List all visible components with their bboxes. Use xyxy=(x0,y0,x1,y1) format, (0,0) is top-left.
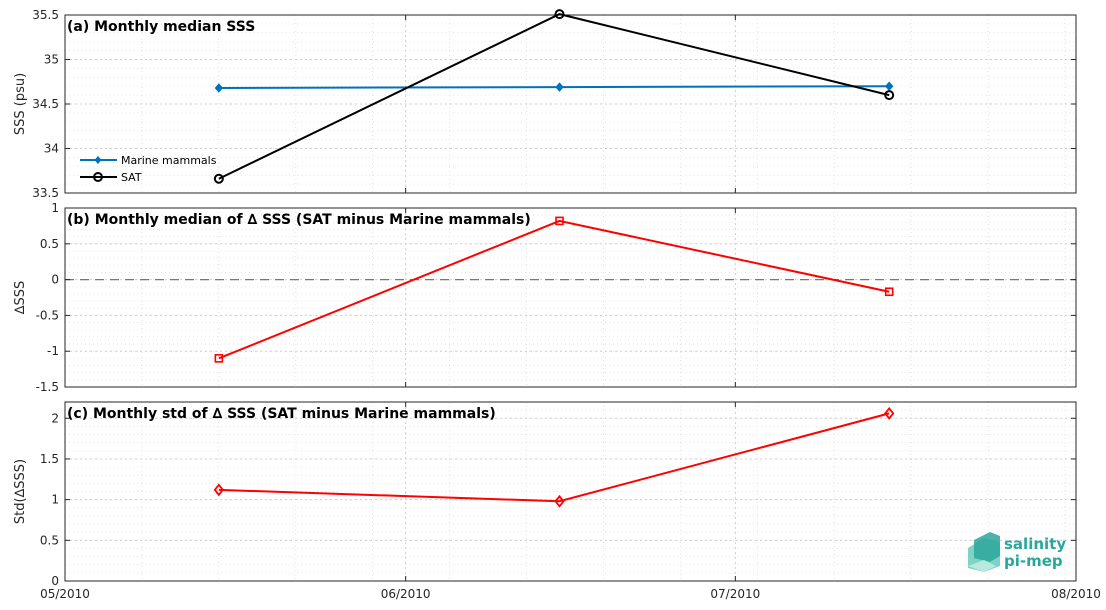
logo-text-line2: pi-mep xyxy=(1004,552,1063,570)
y-tick-label: 0.5 xyxy=(40,237,59,251)
legend-marker xyxy=(94,156,102,164)
panel-title: (c) Monthly std of ∆ SSS (SAT minus Mari… xyxy=(67,406,496,422)
data-point xyxy=(884,406,895,420)
logo-mark xyxy=(974,532,1000,562)
series-line-delta xyxy=(218,219,890,360)
y-tick-label: -0.5 xyxy=(36,308,59,322)
data-point xyxy=(213,173,224,184)
axes-box xyxy=(64,401,1077,582)
data-point xyxy=(884,287,894,297)
x-tick-label: 06/2010 xyxy=(381,587,431,601)
legend: Marine mammals SAT xyxy=(80,154,217,184)
y-tick-label: 2 xyxy=(51,411,59,425)
panel-c: 0 0.5 1 1.5 2 Std(∆SSS) (c) Monthly std of ∆ S… xyxy=(13,401,1077,588)
y-tick-label: 35 xyxy=(44,53,59,67)
y-tick-label: 0 xyxy=(51,574,59,588)
x-tick-label: 07/2010 xyxy=(710,587,760,601)
series-line-marine-mammals xyxy=(218,85,890,89)
panel-title: (a) Monthly median SSS xyxy=(67,19,255,35)
legend-label: SAT xyxy=(121,171,142,184)
y-tick-label: 0.5 xyxy=(40,533,59,547)
axes-box xyxy=(64,207,1077,388)
y-tick-label: 0 xyxy=(51,273,59,287)
data-point xyxy=(554,9,565,20)
x-tick-label: 05/2010 xyxy=(40,587,90,601)
panel-a: 33.5 34 34.5 35 35.5 SSS (psu) (a) Monthly med… xyxy=(13,8,1077,200)
y-tick-label: 1 xyxy=(51,201,59,215)
panel-b: -1.5 -1 -0.5 0 0.5 1 ∆SSS (b) Monthly median of… xyxy=(13,201,1077,394)
data-point xyxy=(214,354,224,363)
y-tick-label: -1 xyxy=(47,344,59,358)
data-point xyxy=(214,83,224,93)
y-tick-label: 1 xyxy=(51,493,59,507)
logo-text-line1: salinity xyxy=(1004,535,1066,553)
series-line-sat xyxy=(218,13,890,180)
y-tick-label: 34.5 xyxy=(32,97,59,111)
y-tick-label: 33.5 xyxy=(32,186,59,200)
series-line-delta xyxy=(218,412,890,503)
y-tick-label: 35.5 xyxy=(32,8,59,22)
y-axis-label: SSS (psu) xyxy=(13,73,28,135)
panel-title: (b) Monthly median of ∆ SSS (SAT minus M… xyxy=(67,212,531,228)
y-tick-label: -1.5 xyxy=(36,380,59,394)
data-point xyxy=(884,90,895,101)
y-tick-label: 1.5 xyxy=(40,452,59,466)
data-point xyxy=(885,81,894,91)
x-tick-label: 08/2010 xyxy=(1051,587,1101,601)
y-tick-label: 34 xyxy=(44,142,59,156)
data-point xyxy=(554,494,565,508)
legend-label: Marine mammals xyxy=(121,154,217,167)
y-axis-label: Std(∆SSS) xyxy=(13,459,28,524)
data-point xyxy=(555,216,564,226)
data-point xyxy=(555,82,564,92)
legend-marker xyxy=(93,172,103,182)
logo-mark xyxy=(968,560,996,572)
y-axis-label: ∆SSS xyxy=(13,281,28,315)
data-point xyxy=(213,483,225,497)
